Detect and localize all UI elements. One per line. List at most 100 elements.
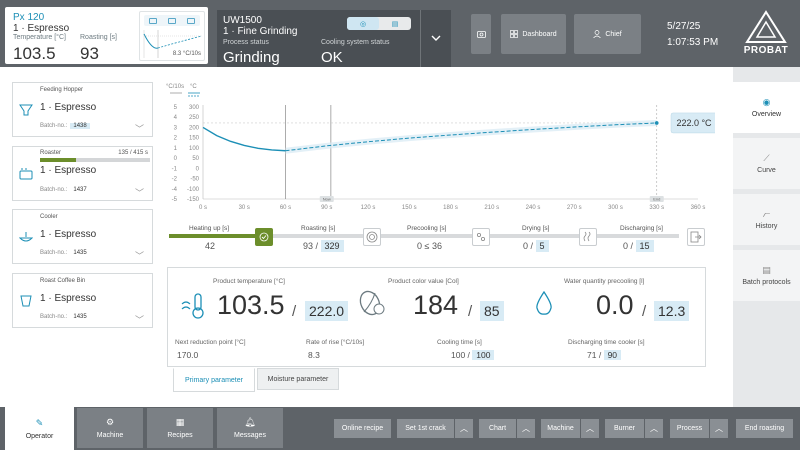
- chevron-down-icon[interactable]: ﹀: [134, 124, 144, 134]
- discharge-cooler-current: 71 /: [587, 350, 602, 360]
- bin-title: Roast Coffee Bin: [40, 278, 86, 284]
- mini-chart-icon[interactable]: [186, 17, 195, 24]
- process-view-toggle[interactable]: ◎ ▤: [347, 17, 411, 30]
- nav-history[interactable]: ⦧ History: [733, 194, 800, 245]
- top-bar: Px 120 1 · Espresso Temperature [°C] Roa…: [0, 0, 800, 67]
- user-button[interactable]: Chief: [574, 14, 641, 54]
- chevron-down-icon[interactable]: ﹀: [134, 188, 144, 198]
- step-discharging-current: 0 /: [623, 241, 634, 251]
- process-recipe: 1 · Fine Grinding: [223, 26, 298, 37]
- nav-curve[interactable]: ⟋ Curve: [733, 138, 800, 189]
- y-left-tick-label: 5: [174, 105, 178, 111]
- curve-icon: ⟋: [763, 153, 770, 163]
- mini-chart[interactable]: 8.3 °C/10s: [139, 11, 205, 61]
- chevron-up-icon[interactable]: ︿: [517, 419, 535, 438]
- nav-batch-protocols[interactable]: ▤ Batch protocols: [733, 250, 800, 301]
- y-right-tick-label: 0: [196, 166, 200, 172]
- set-first-crack-label[interactable]: Set 1st crack: [397, 419, 454, 438]
- chevron-up-icon[interactable]: ︿: [581, 419, 599, 438]
- step-roasting-label: Roasting [s]: [301, 225, 336, 232]
- roaster-batch: Batch-no.: 1437: [40, 187, 90, 193]
- discharge-cooler-value: 71 / 90: [587, 350, 622, 360]
- roaster-icon: [19, 168, 33, 180]
- machine-menu-button[interactable]: Machine ︿: [541, 419, 599, 438]
- burner-menu-label[interactable]: Burner: [605, 419, 644, 438]
- y-left-axis-label: °C/10s: [166, 84, 184, 90]
- machine-recipe: 1 · Espresso: [13, 23, 70, 34]
- exit-icon: [687, 228, 705, 246]
- roast-curve-chart[interactable]: °C/10s °C 300 5 250 4 200 3 150 2 100 1 50 0 0 -1 -50 -2-…: [160, 82, 718, 217]
- product-temperature-target: 222.0: [305, 301, 349, 321]
- water-drops-icon: [472, 228, 490, 246]
- tab-recipes[interactable]: ▦ Recipes: [147, 408, 213, 448]
- y-right-tick-label: -100: [187, 187, 200, 193]
- tab-moisture-parameter[interactable]: Moisture parameter: [257, 368, 339, 390]
- chevron-down-icon[interactable]: [420, 10, 451, 67]
- process-menu-label[interactable]: Process: [670, 419, 709, 438]
- process-view-option[interactable]: ▤: [391, 20, 399, 28]
- batch-label: Batch-no.:: [40, 123, 68, 129]
- burner-menu-button[interactable]: Burner ︿: [605, 419, 663, 438]
- batch-label: Batch-no.:: [40, 187, 68, 193]
- tab-operator[interactable]: ✎ Operator: [5, 407, 74, 450]
- camera-button[interactable]: [471, 14, 491, 54]
- mini-chart-icon[interactable]: [167, 17, 176, 24]
- planned-curve-line: [285, 122, 657, 152]
- temperature-label: Temperature [°C]: [13, 34, 66, 41]
- tab-machine[interactable]: ⚙ Machine: [77, 408, 143, 448]
- chevron-up-icon[interactable]: ︿: [645, 419, 663, 438]
- roaster-card[interactable]: Roaster 135 / 415 s 1 · Espresso Batch-n…: [12, 146, 153, 201]
- feeding-hopper-card[interactable]: Feeding Hopper 1 · Espresso Batch-no.: 14…: [12, 82, 153, 137]
- hopper-batch: Batch-no.: 1438: [40, 123, 90, 129]
- thermometer-icon: [181, 293, 204, 319]
- product-temperature-label: Product temperature [°C]: [213, 278, 285, 285]
- temperature-value: 103.5: [13, 44, 56, 63]
- x-tick-label: 60 s: [280, 205, 291, 211]
- chart-svg: °C/10s °C300525042003150210015000-1-50-2-…: [166, 84, 718, 211]
- x-tick-label: 300 s: [608, 205, 623, 211]
- planned-curve-band: [285, 119, 657, 154]
- step-heating-label: Heating up [s]: [189, 225, 230, 232]
- cooling-status-value: OK: [321, 49, 343, 66]
- tab-messages[interactable]: 🔔︎ Messages: [217, 408, 283, 448]
- x-tick-label: 180 s: [443, 205, 458, 211]
- main-panel: Feeding Hopper 1 · Espresso Batch-no.: 14…: [0, 67, 733, 407]
- hopper-icon: [19, 104, 33, 116]
- process-menu-button[interactable]: Process ︿: [670, 419, 728, 438]
- step-drying-label: Drying [s]: [522, 225, 550, 232]
- water-quantity-value: 0.0: [596, 290, 634, 320]
- reduction-point-value: 170.0: [177, 350, 199, 360]
- roaster-progress-text: 135 / 415 s: [118, 150, 148, 156]
- tab-primary-parameter[interactable]: Primary parameter: [173, 368, 255, 392]
- chart-menu-label[interactable]: Chart: [479, 419, 516, 438]
- mini-chart-toggle[interactable]: [144, 15, 200, 26]
- date-display: 5/27/25: [667, 21, 701, 32]
- chevron-down-icon[interactable]: ﹀: [134, 251, 144, 261]
- process-status-label: Process status: [223, 39, 269, 46]
- actual-curve-line: [202, 126, 286, 152]
- bin-recipe: 1 · Espresso: [40, 293, 97, 304]
- chevron-down-icon[interactable]: ﹀: [134, 315, 144, 325]
- x-tick-label: 90 s: [321, 205, 332, 211]
- chevron-up-icon[interactable]: ︿: [455, 419, 473, 438]
- chevron-up-icon[interactable]: ︿: [710, 419, 728, 438]
- dashboard-button[interactable]: Dashboard: [501, 14, 566, 54]
- mini-chart-icon[interactable]: [149, 17, 158, 24]
- end-roasting-button[interactable]: End roasting: [736, 419, 793, 438]
- camera-icon: [476, 31, 486, 38]
- process-view-option[interactable]: ◎: [347, 17, 379, 30]
- cooler-card[interactable]: Cooler 1 · Espresso Batch-no.: 1435 ﹀: [12, 209, 153, 264]
- machine-card[interactable]: Px 120 1 · Espresso Temperature [°C] Roa…: [5, 7, 208, 64]
- online-recipe-button[interactable]: Online recipe: [334, 419, 391, 438]
- chart-menu-button[interactable]: Chart ︿: [479, 419, 535, 438]
- machine-menu-label[interactable]: Machine: [541, 419, 580, 438]
- discharge-cooler-target: 90: [603, 350, 622, 360]
- logo-triangle-icon: [745, 10, 787, 43]
- process-card[interactable]: UW1500 1 · Fine Grinding ◎ ▤ Process sta…: [217, 10, 451, 67]
- coffee-bean-icon: [359, 290, 385, 316]
- y-right-tick-label: 300: [189, 105, 200, 111]
- set-first-crack-button[interactable]: Set 1st crack ︿: [397, 419, 473, 438]
- cooler-recipe: 1 · Espresso: [40, 229, 97, 240]
- roast-coffee-bin-card[interactable]: Roast Coffee Bin 1 · Espresso Batch-no.:…: [12, 273, 153, 328]
- nav-overview[interactable]: ◉ Overview: [733, 82, 800, 133]
